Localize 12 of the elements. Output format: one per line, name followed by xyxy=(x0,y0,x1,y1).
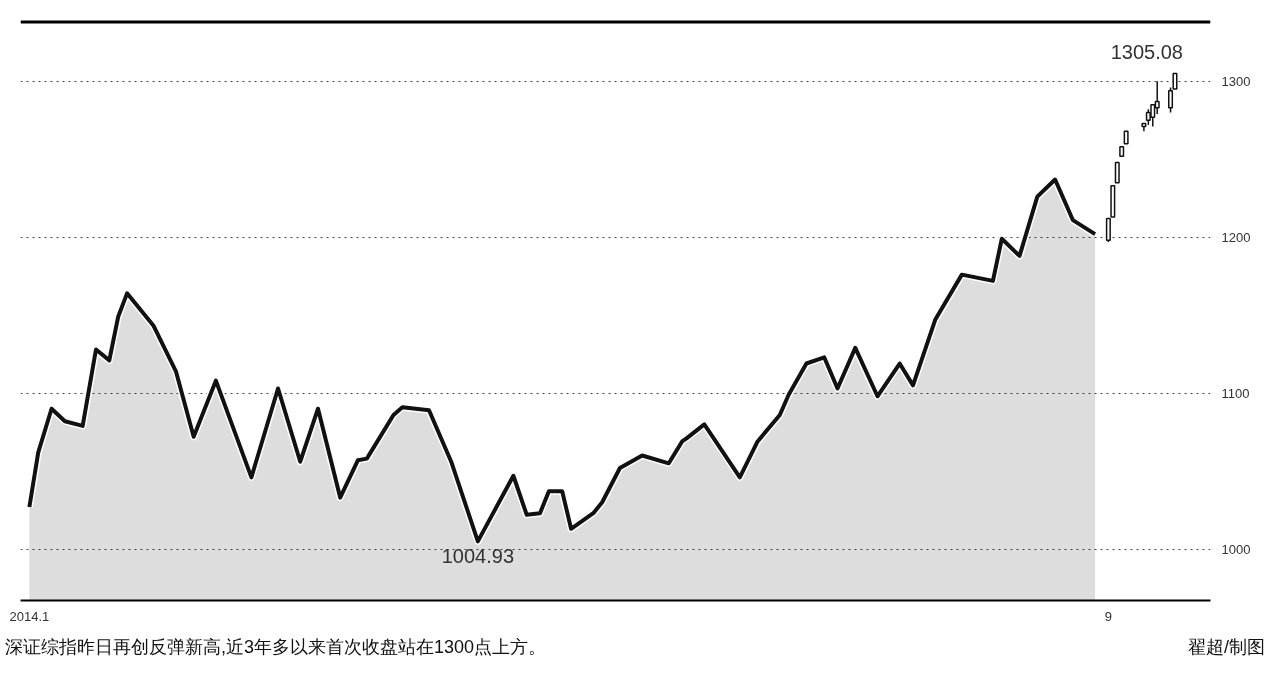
text: 深证综指昨日再创反弹新高,近3年多以来首次收盘站在1300点上方。 xyxy=(5,636,547,659)
annotation: 1305.08 xyxy=(1110,41,1183,64)
y-tick-label: 1000 xyxy=(1221,541,1251,557)
annotation: 1004.93 xyxy=(441,545,514,568)
text: 翟超/制图 xyxy=(1187,636,1265,659)
candlestick xyxy=(1114,161,1120,184)
y-tick-label: 1300 xyxy=(1221,73,1251,89)
candlestick xyxy=(1154,80,1160,115)
x-tick-label: 2014.1 xyxy=(9,608,50,624)
y-tick-label: 1100 xyxy=(1221,385,1250,401)
y-tick-label: 1200 xyxy=(1221,229,1251,245)
x-tick-label: 9 xyxy=(1104,608,1112,624)
